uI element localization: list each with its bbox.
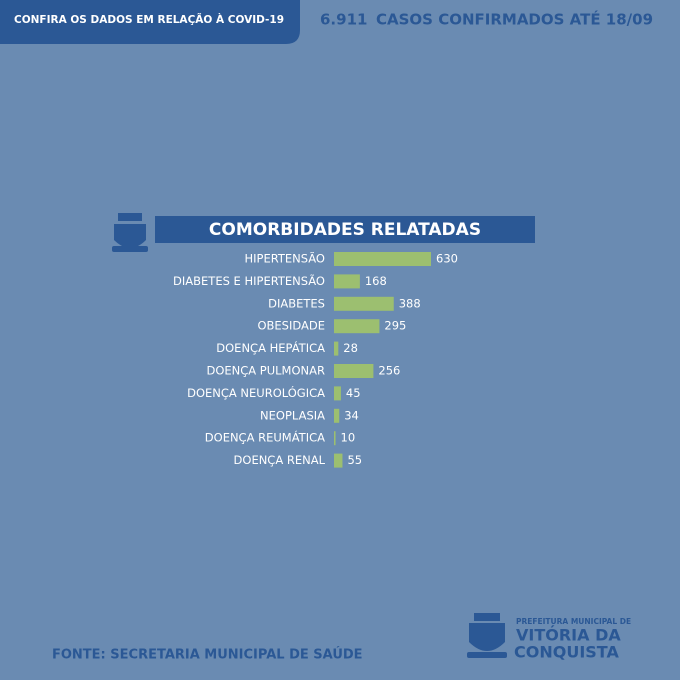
category-label: DOENÇA RENAL (234, 453, 326, 467)
category-label: OBESIDADE (257, 319, 325, 333)
bar (334, 364, 374, 378)
header-tab (0, 0, 300, 44)
coat-of-arms (112, 213, 148, 252)
header-tab-text: CONFIRA OS DADOS EM RELAÇÃO À COVID-19 (14, 13, 284, 26)
value-label: 630 (436, 252, 458, 266)
bar (334, 274, 360, 289)
value-label: 256 (378, 364, 400, 378)
logo-line: VITÓRIA DA (516, 626, 621, 645)
category-label: DIABETES (268, 296, 325, 310)
bar (334, 386, 341, 401)
bar (334, 319, 380, 334)
logo-line: CONQUISTA (514, 643, 619, 662)
source: FONTE: SECRETARIA MUNICIPAL DE SAÚDE (52, 647, 363, 663)
bar (334, 296, 394, 311)
category-label: DOENÇA NEUROLÓGICA (187, 385, 325, 400)
category-label: DOENÇA REUMÁTICA (205, 430, 325, 445)
bar (334, 252, 431, 266)
category-label: DOENÇA PULMONAR (206, 364, 325, 378)
value-label: 168 (365, 274, 387, 288)
bar (334, 341, 339, 356)
bar (334, 431, 336, 446)
logo-emblem (467, 613, 507, 658)
value-label: 28 (343, 341, 358, 355)
category-label: NEOPLASIA (260, 408, 325, 422)
cases-count: 6.911 (320, 11, 367, 29)
value-label: 295 (384, 319, 406, 333)
value-label: 388 (399, 296, 421, 310)
chart-title: COMORBIDADES RELATADAS (209, 220, 481, 240)
value-label: 34 (344, 408, 359, 422)
value-label: 10 (341, 431, 356, 445)
value-label: 55 (347, 453, 362, 467)
bar (334, 408, 340, 423)
category-label: HIPERTENSÃO (244, 251, 325, 266)
bar (334, 453, 343, 468)
category-label: DIABETES E HIPERTENSÃO (173, 273, 325, 288)
value-label: 45 (346, 386, 361, 400)
chart-title-bar (155, 216, 535, 243)
category-label: DOENÇA HEPÁTICA (216, 340, 325, 355)
logo-top: PREFEITURA MUNICIPAL DE (516, 617, 631, 626)
cases-label: CASOS CONFIRMADOS ATÉ 18/09 (376, 10, 653, 29)
